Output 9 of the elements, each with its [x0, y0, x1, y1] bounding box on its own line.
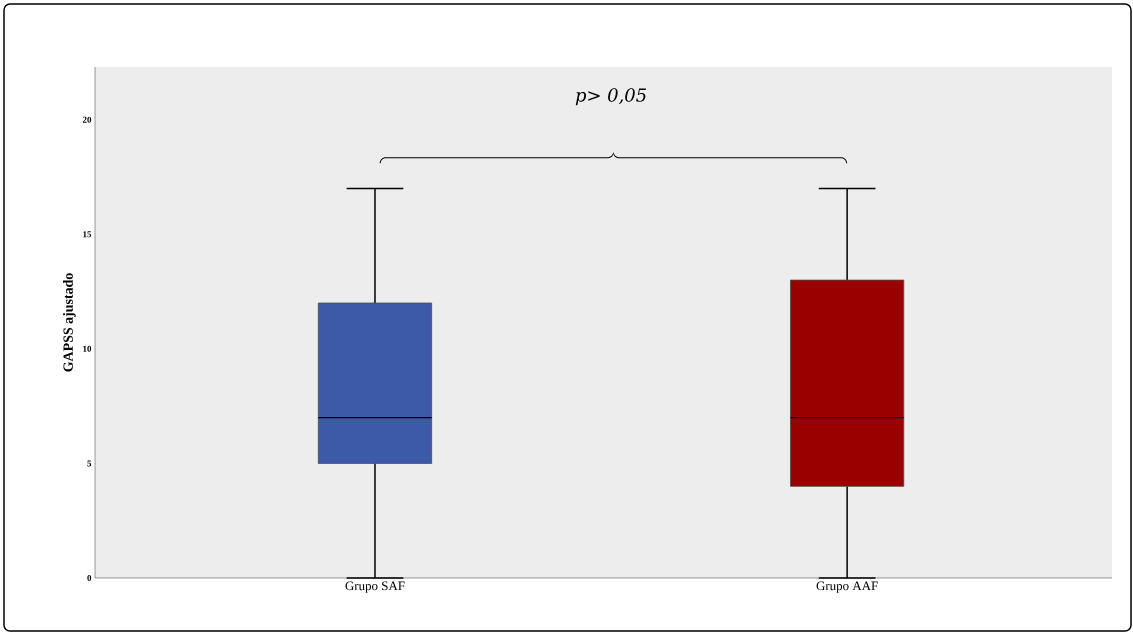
y-axis-title: GAPSS ajustado	[63, 273, 76, 372]
x-tick-label: Grupo SAF	[345, 581, 405, 593]
annotation: p> 0,05	[575, 88, 646, 106]
x-tick-label: Grupo AAF	[816, 581, 878, 593]
y-tick-label: 5	[87, 460, 92, 467]
y-tick-label: 20	[82, 116, 92, 123]
y-tick-label: 15	[83, 231, 92, 238]
y-tick-label: 0	[87, 574, 92, 582]
y-tick-label: 10	[83, 345, 92, 352]
